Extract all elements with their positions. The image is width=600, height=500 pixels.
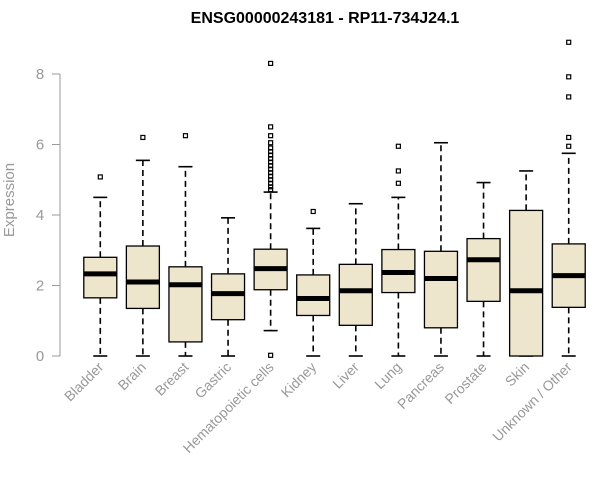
- x-tick-label: Kidney: [278, 359, 320, 401]
- y-axis-label: Expression: [1, 163, 18, 237]
- outlier-point: [566, 39, 572, 45]
- y-tick-label: 6: [36, 137, 44, 154]
- box-bladder: [83, 174, 118, 357]
- y-tick-label: 0: [36, 348, 44, 365]
- iqr-box: [508, 209, 544, 357]
- x-tick-label: Brain: [115, 359, 149, 393]
- outlier-point: [268, 352, 274, 358]
- box-series: [83, 39, 586, 358]
- outlier-point: [182, 133, 189, 139]
- outlier-point: [566, 134, 572, 141]
- box-skin: [508, 170, 544, 357]
- iqr-box: [466, 237, 501, 303]
- iqr-box: [296, 274, 331, 317]
- iqr-box: [125, 245, 161, 310]
- box-prostate: [466, 181, 501, 357]
- box-liver: [338, 202, 373, 357]
- outlier-point: [566, 94, 572, 100]
- x-tick-label: Liver: [329, 359, 362, 392]
- iqr-box: [83, 256, 118, 299]
- x-tick-label: Unknown / Other: [489, 359, 575, 445]
- box-gastric: [210, 217, 246, 357]
- iqr-box: [423, 250, 459, 329]
- outlier-point: [566, 143, 572, 149]
- outlier-point: [268, 60, 274, 67]
- outlier-point: [395, 180, 401, 186]
- iqr-box: [168, 266, 203, 343]
- x-tick-label: Breast: [152, 359, 192, 399]
- outlier-point: [395, 168, 401, 174]
- x-tick-label: Pancreas: [394, 359, 447, 412]
- box-kidney: [296, 208, 331, 357]
- iqr-box: [210, 273, 246, 321]
- outlier-point: [268, 140, 274, 146]
- y-axis: 0 2 4 6 8: [36, 66, 61, 365]
- y-tick-label: 2: [36, 278, 44, 295]
- outlier-point: [140, 134, 146, 141]
- outlier-point: [268, 124, 274, 130]
- x-tick-label: Lung: [371, 359, 404, 392]
- box-lung: [381, 143, 416, 357]
- y-tick-label: 4: [36, 207, 44, 224]
- box-unknown-other: [551, 39, 586, 357]
- outlier-point: [310, 208, 316, 215]
- outlier-point: [97, 174, 103, 180]
- iqr-box: [338, 263, 373, 326]
- outlier-point: [566, 74, 572, 80]
- y-tick-label: 8: [36, 66, 44, 83]
- outlier-point: [268, 133, 274, 139]
- box-pancreas: [423, 141, 459, 357]
- box-breast: [168, 133, 203, 357]
- box-hematopoietic-cells: [253, 60, 288, 358]
- x-tick-label: Skin: [502, 359, 533, 390]
- box-brain: [125, 134, 161, 357]
- x-tick-label: Prostate: [441, 359, 489, 407]
- outlier-point: [395, 143, 401, 149]
- outlier-point: [268, 187, 274, 193]
- x-tick-label: Bladder: [61, 359, 107, 405]
- x-tick-label: Gastric: [191, 359, 234, 402]
- outlier-point: [268, 145, 274, 151]
- chart-title: ENSG00000243181 - RP11-734J24.1: [191, 10, 460, 27]
